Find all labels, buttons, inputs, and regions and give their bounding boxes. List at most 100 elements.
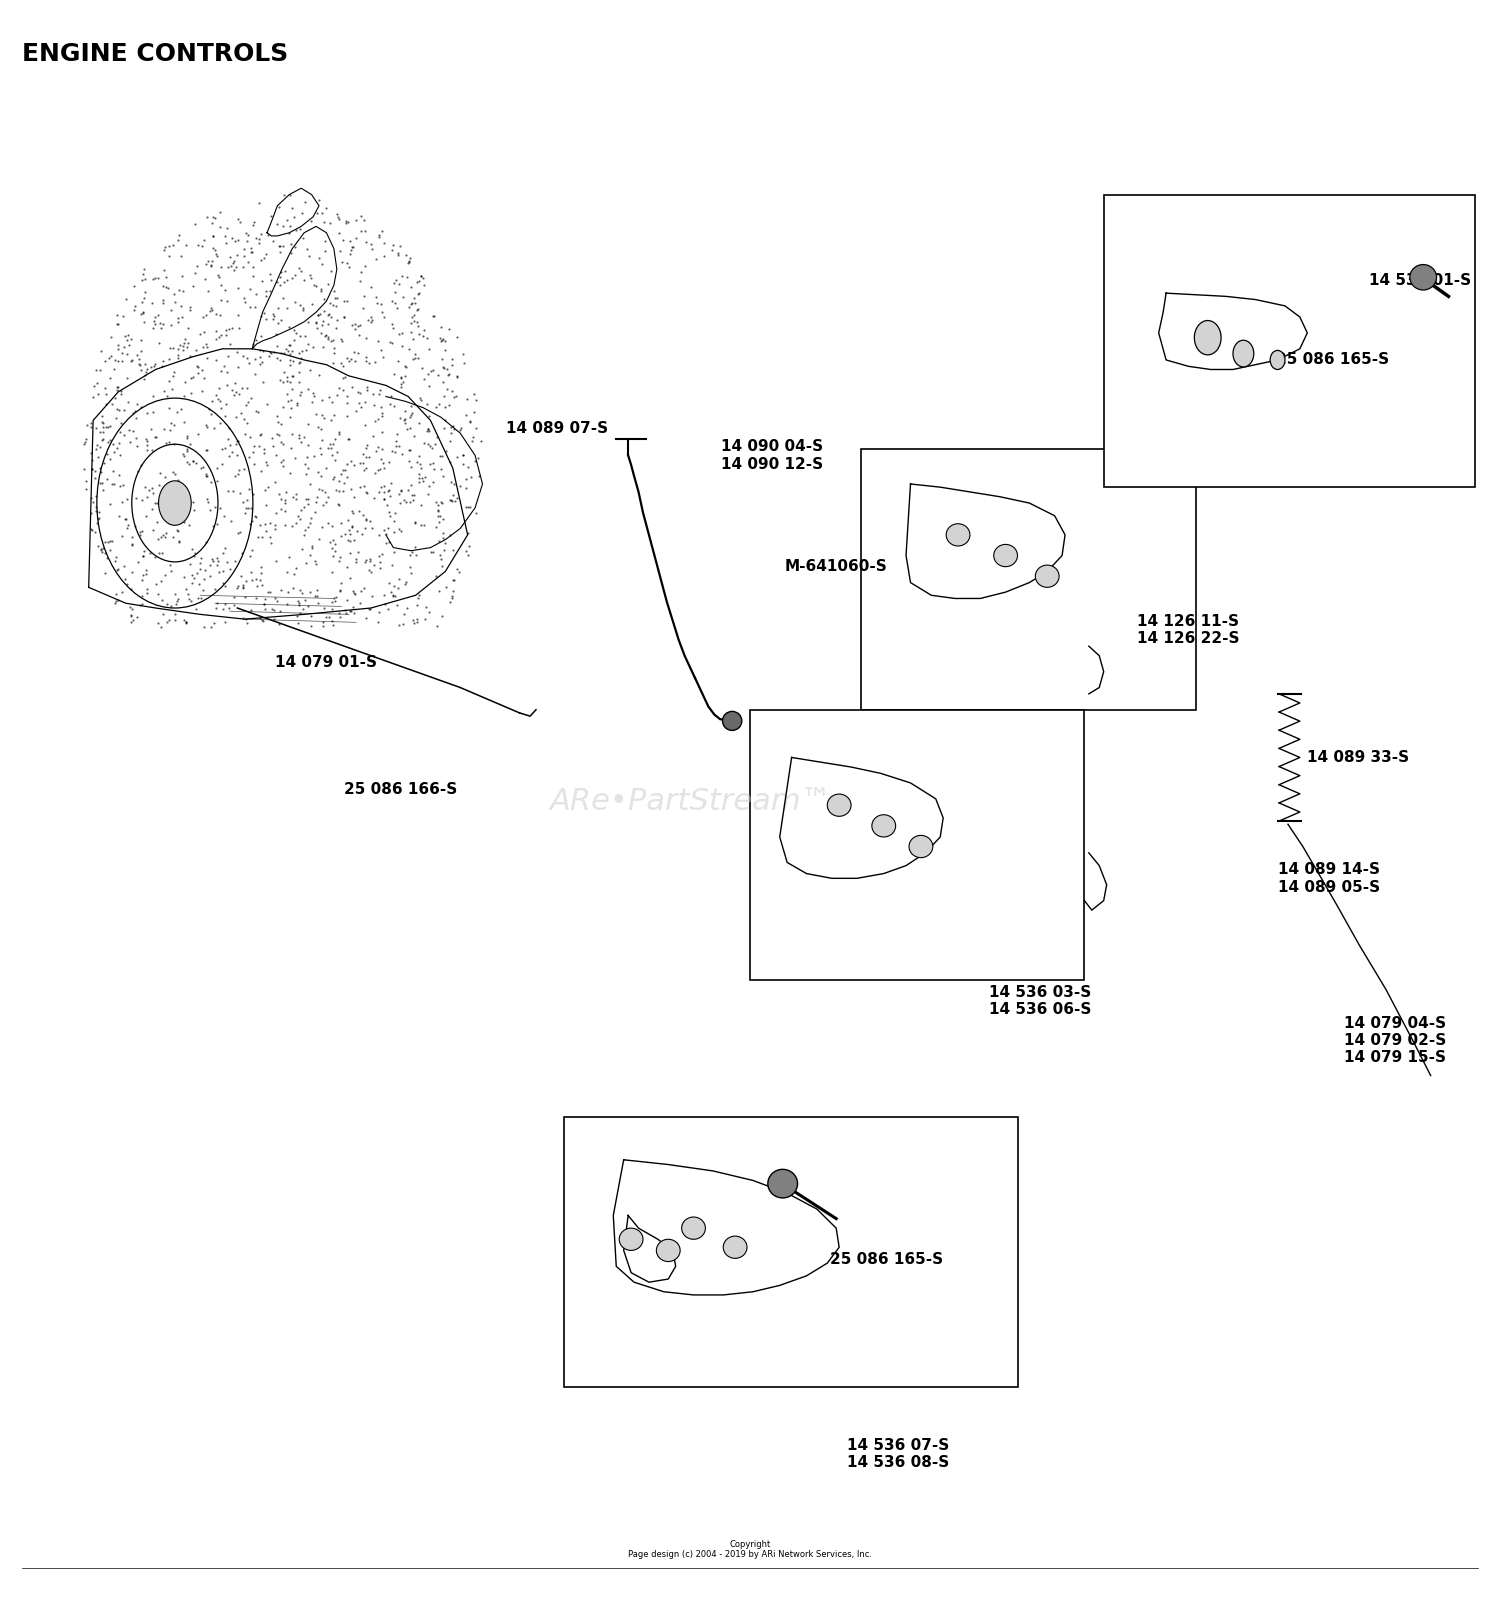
Point: [90, 427, 114, 452]
Point: [327, 577, 351, 603]
Point: [432, 537, 456, 563]
Point: [201, 236, 225, 261]
Point: [352, 576, 376, 602]
Point: [112, 398, 136, 423]
Point: [246, 433, 270, 459]
Point: [158, 430, 182, 456]
Point: [249, 459, 273, 484]
Point: [429, 457, 453, 483]
Point: [72, 431, 96, 457]
Point: [309, 277, 333, 303]
Point: [200, 614, 223, 640]
Point: [228, 209, 252, 234]
Point: [417, 337, 441, 363]
Point: [128, 592, 152, 618]
Point: [153, 500, 177, 526]
Point: [442, 415, 466, 441]
Point: [315, 605, 339, 630]
Point: [322, 335, 346, 361]
Point: [273, 489, 297, 515]
Point: [322, 403, 346, 428]
Point: [170, 396, 194, 422]
Point: [130, 561, 154, 587]
Point: [226, 573, 251, 598]
Point: [252, 592, 276, 618]
Point: [315, 456, 339, 481]
Point: [375, 492, 399, 518]
Point: [244, 281, 268, 306]
Point: [378, 499, 402, 525]
Point: [402, 606, 426, 632]
Point: [280, 363, 304, 388]
Point: [204, 510, 228, 536]
Point: [94, 467, 118, 492]
Point: [248, 337, 272, 363]
Point: [356, 431, 380, 457]
Point: [334, 600, 358, 626]
Point: [339, 234, 363, 260]
Point: [368, 223, 392, 249]
Point: [288, 350, 312, 375]
Point: [294, 550, 318, 576]
Point: [398, 337, 422, 363]
Point: [176, 330, 200, 356]
Point: [280, 338, 304, 364]
Point: [363, 552, 387, 577]
Point: [399, 393, 423, 419]
Point: [399, 310, 423, 335]
Point: [280, 363, 304, 388]
Point: [297, 513, 321, 539]
Point: [318, 529, 342, 555]
Point: [310, 387, 334, 412]
Point: [405, 592, 429, 618]
Point: [372, 242, 396, 268]
Point: [381, 233, 405, 258]
Point: [390, 441, 414, 467]
Point: [327, 468, 351, 494]
Point: [142, 351, 166, 377]
Point: [118, 348, 142, 374]
Point: [238, 542, 262, 568]
Point: [276, 388, 300, 414]
Point: [195, 345, 219, 371]
Point: [468, 428, 492, 454]
Point: [284, 261, 308, 287]
Point: [332, 470, 356, 496]
Point: [381, 314, 405, 340]
Point: [234, 496, 258, 521]
Point: [225, 354, 249, 380]
Point: [268, 577, 292, 603]
Point: [352, 282, 376, 308]
Point: [426, 497, 450, 523]
Point: [456, 542, 480, 568]
Point: [296, 411, 320, 436]
Point: [244, 398, 268, 423]
Point: [372, 480, 396, 505]
Point: [298, 358, 322, 383]
Point: [368, 456, 392, 481]
Point: [357, 444, 381, 470]
Point: [172, 508, 196, 534]
Point: [80, 484, 104, 510]
Point: [186, 585, 210, 611]
Point: [204, 237, 228, 263]
Point: [312, 209, 336, 234]
Point: [417, 361, 441, 387]
Point: [207, 558, 231, 584]
Point: [387, 271, 411, 297]
Point: [308, 476, 332, 502]
Point: [144, 491, 168, 516]
Point: [348, 390, 372, 415]
Point: [354, 326, 378, 351]
Point: [321, 327, 345, 353]
Point: [264, 589, 288, 614]
Point: [288, 600, 312, 626]
Point: [290, 581, 314, 606]
Point: [296, 310, 320, 335]
Point: [98, 537, 122, 563]
Point: [225, 443, 249, 468]
Point: [388, 476, 412, 502]
Point: [314, 228, 338, 253]
Point: [321, 443, 345, 468]
Point: [466, 464, 490, 489]
